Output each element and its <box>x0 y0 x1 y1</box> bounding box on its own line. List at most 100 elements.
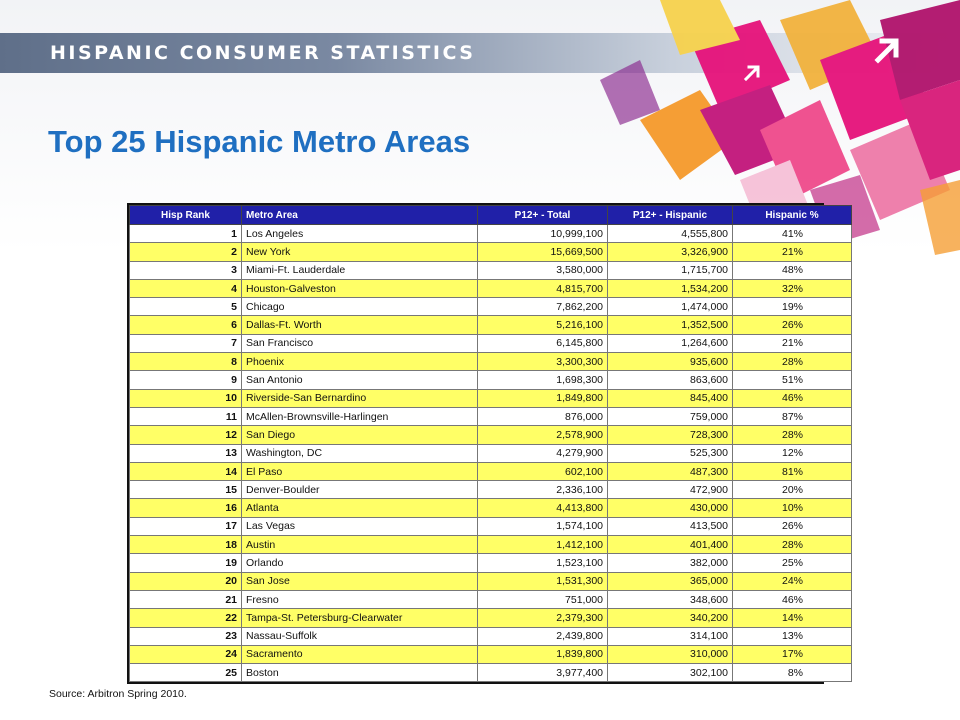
total-cell: 1,412,100 <box>477 535 608 555</box>
rank-cell: 12 <box>129 425 242 445</box>
hispanic-cell: 314,100 <box>607 626 733 646</box>
metro-cell: Las Vegas <box>241 516 478 537</box>
rank-cell: 4 <box>129 278 242 299</box>
total-cell: 2,578,900 <box>477 425 608 445</box>
metro-cell: Chicago <box>241 297 478 317</box>
metro-cell: Riverside-San Bernardino <box>241 388 478 408</box>
table-row: 21 Fresno 751,000 348,600 46% <box>129 589 852 610</box>
table-row: 7 San Francisco 6,145,800 1,264,600 21% <box>129 333 852 354</box>
percent-cell: 81% <box>732 461 852 482</box>
table-row: 25 Boston 3,977,400 302,100 8% <box>129 663 852 683</box>
total-cell: 7,862,200 <box>477 297 608 317</box>
rank-cell: 16 <box>129 498 242 518</box>
percent-cell: 8% <box>732 663 852 683</box>
metro-cell: Denver-Boulder <box>241 480 478 500</box>
total-cell: 3,300,300 <box>477 352 608 372</box>
metro-cell: Tampa-St. Petersburg-Clearwater <box>241 608 478 628</box>
table-row: 1 Los Angeles 10,999,100 4,555,800 41% <box>129 223 852 244</box>
hispanic-cell: 365,000 <box>607 571 733 591</box>
table-row: 10 Riverside-San Bernardino 1,849,800 845,4… <box>129 388 852 408</box>
total-cell: 2,379,300 <box>477 608 608 628</box>
percent-cell: 17% <box>732 644 852 665</box>
hispanic-cell: 401,400 <box>607 535 733 555</box>
rank-cell: 13 <box>129 443 242 463</box>
percent-cell: 10% <box>732 498 852 518</box>
percent-cell: 24% <box>732 571 852 591</box>
percent-cell: 41% <box>732 223 852 244</box>
total-cell: 1,531,300 <box>477 571 608 591</box>
table-row: 24 Sacramento 1,839,800 310,000 17% <box>129 644 852 665</box>
total-cell: 602,100 <box>477 461 608 482</box>
table-row: 13 Washington, DC 4,279,900 525,300 12% <box>129 443 852 463</box>
rank-cell: 22 <box>129 608 242 628</box>
hispanic-cell: 728,300 <box>607 425 733 445</box>
table-row: 20 San Jose 1,531,300 365,000 24% <box>129 571 852 591</box>
table-row: 9 San Antonio 1,698,300 863,600 51% <box>129 370 852 390</box>
total-cell: 5,216,100 <box>477 315 608 335</box>
header-title: HISPANIC CONSUMER STATISTICS <box>50 42 476 64</box>
hispanic-cell: 1,715,700 <box>607 260 733 280</box>
rank-cell: 6 <box>129 315 242 335</box>
rank-cell: 24 <box>129 644 242 665</box>
rank-cell: 5 <box>129 297 242 317</box>
percent-cell: 13% <box>732 626 852 646</box>
total-cell: 3,580,000 <box>477 260 608 280</box>
column-header-rank: Hisp Rank <box>129 205 242 225</box>
metro-cell: San Jose <box>241 571 478 591</box>
rank-cell: 15 <box>129 480 242 500</box>
table-row: 11 McAllen-Brownsville-Harlingen 876,000 75… <box>129 406 852 427</box>
column-header-metro: Metro Area <box>241 205 478 225</box>
total-cell: 4,815,700 <box>477 278 608 299</box>
rank-cell: 2 <box>129 242 242 262</box>
hispanic-cell: 310,000 <box>607 644 733 665</box>
percent-cell: 87% <box>732 406 852 427</box>
metro-cell: Los Angeles <box>241 223 478 244</box>
hispanic-cell: 845,400 <box>607 388 733 408</box>
percent-cell: 14% <box>732 608 852 628</box>
table-row: 4 Houston-Galveston 4,815,700 1,534,200 32% <box>129 278 852 299</box>
table-row: 8 Phoenix 3,300,300 935,600 28% <box>129 352 852 372</box>
percent-cell: 25% <box>732 553 852 573</box>
table-row: 23 Nassau-Suffolk 2,439,800 314,100 13% <box>129 626 852 646</box>
total-cell: 2,336,100 <box>477 480 608 500</box>
metro-cell: El Paso <box>241 461 478 482</box>
percent-cell: 28% <box>732 425 852 445</box>
table-row: 3 Miami-Ft. Lauderdale 3,580,000 1,715,700 4… <box>129 260 852 280</box>
rank-cell: 25 <box>129 663 242 683</box>
metro-cell: Washington, DC <box>241 443 478 463</box>
metro-cell: Phoenix <box>241 352 478 372</box>
metro-cell: Orlando <box>241 553 478 573</box>
hispanic-cell: 4,555,800 <box>607 223 733 244</box>
metro-cell: Nassau-Suffolk <box>241 626 478 646</box>
percent-cell: 26% <box>732 516 852 537</box>
hispanic-cell: 1,264,600 <box>607 333 733 354</box>
metro-cell: Dallas-Ft. Worth <box>241 315 478 335</box>
metro-cell: Sacramento <box>241 644 478 665</box>
table-row: 5 Chicago 7,862,200 1,474,000 19% <box>129 297 852 317</box>
percent-cell: 48% <box>732 260 852 280</box>
table-row: 22 Tampa-St. Petersburg-Clearwater 2,379,3… <box>129 608 852 628</box>
metro-cell: Miami-Ft. Lauderdale <box>241 260 478 280</box>
metro-cell: San Diego <box>241 425 478 445</box>
total-cell: 2,439,800 <box>477 626 608 646</box>
rank-cell: 23 <box>129 626 242 646</box>
hispanic-cell: 382,000 <box>607 553 733 573</box>
rank-cell: 20 <box>129 571 242 591</box>
percent-cell: 46% <box>732 589 852 610</box>
rank-cell: 21 <box>129 589 242 610</box>
column-header-percent: Hispanic % <box>732 205 852 225</box>
rank-cell: 9 <box>129 370 242 390</box>
metro-cell: New York <box>241 242 478 262</box>
total-cell: 15,669,500 <box>477 242 608 262</box>
metro-cell: Austin <box>241 535 478 555</box>
metro-cell: Fresno <box>241 589 478 610</box>
total-cell: 10,999,100 <box>477 223 608 244</box>
percent-cell: 32% <box>732 278 852 299</box>
percent-cell: 19% <box>732 297 852 317</box>
metro-cell: McAllen-Brownsville-Harlingen <box>241 406 478 427</box>
table-row: 15 Denver-Boulder 2,336,100 472,900 20% <box>129 480 852 500</box>
total-cell: 751,000 <box>477 589 608 610</box>
table-row: 16 Atlanta 4,413,800 430,000 10% <box>129 498 852 518</box>
total-cell: 6,145,800 <box>477 333 608 354</box>
percent-cell: 46% <box>732 388 852 408</box>
